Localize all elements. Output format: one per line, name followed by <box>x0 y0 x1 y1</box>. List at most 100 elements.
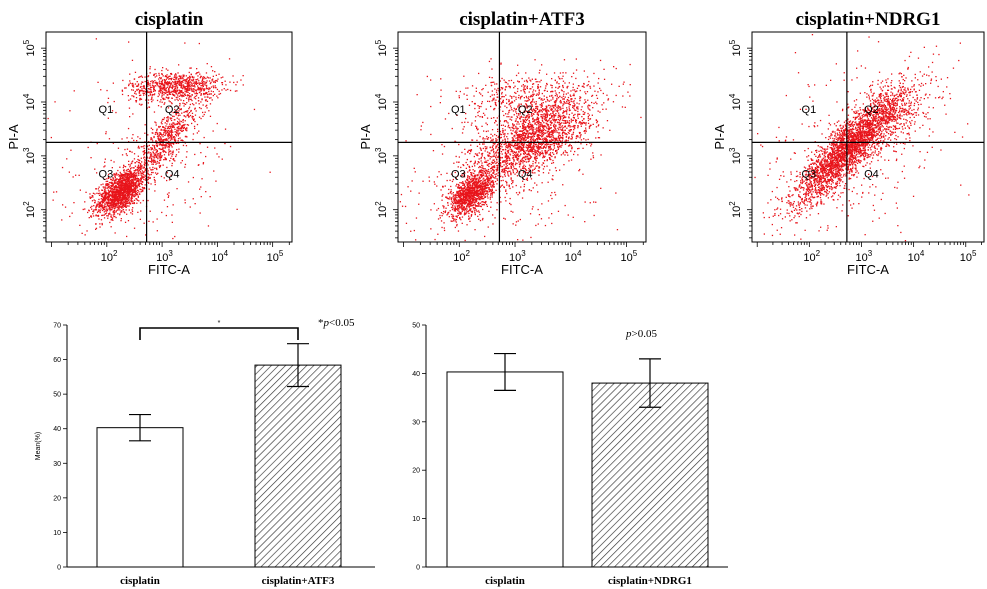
event-dot <box>170 82 173 84</box>
event-dot <box>119 176 121 178</box>
event-dot <box>464 180 467 182</box>
event-dot <box>173 123 175 125</box>
event-dot <box>113 173 115 175</box>
event-dot <box>110 202 112 204</box>
event-dot <box>510 129 512 131</box>
event-dot <box>154 181 156 183</box>
event-dot <box>187 91 189 93</box>
event-dot <box>519 135 521 137</box>
event-dot <box>111 194 114 196</box>
event-dot <box>116 174 118 176</box>
event-dot <box>483 194 485 196</box>
event-dot <box>479 199 481 201</box>
event-dot <box>172 158 174 160</box>
event-dot <box>126 185 128 187</box>
event-dot <box>450 185 452 188</box>
event-dot <box>113 174 115 176</box>
event-dot <box>172 150 174 152</box>
event-dot <box>460 203 462 205</box>
event-dot <box>164 157 166 159</box>
event-dot <box>171 123 173 125</box>
event-dot <box>180 80 182 83</box>
event-dot <box>599 87 601 90</box>
event-dot <box>551 178 553 180</box>
event-dot <box>555 170 557 172</box>
event-dot <box>182 102 184 104</box>
event-dot <box>138 193 141 195</box>
event-dot <box>484 158 486 160</box>
event-dot <box>197 87 199 89</box>
event-dot <box>568 117 570 119</box>
event-dot <box>587 105 589 107</box>
event-dot <box>200 186 202 188</box>
event-dot <box>112 196 114 199</box>
event-dot <box>566 107 568 109</box>
event-dot <box>153 161 155 164</box>
event-dot <box>135 188 137 190</box>
y-tick-exponent: 3 <box>22 147 31 152</box>
event-dot <box>445 207 447 209</box>
event-dot <box>174 81 176 83</box>
event-dot <box>193 125 196 128</box>
event-dot <box>173 86 175 88</box>
event-dot <box>163 79 165 81</box>
event-dot <box>204 81 206 83</box>
event-dot <box>144 171 146 173</box>
event-dot <box>170 91 173 93</box>
event-dot <box>181 160 183 162</box>
event-dot <box>502 128 504 130</box>
event-dot <box>148 95 150 97</box>
event-dot <box>514 164 517 166</box>
event-dot <box>128 173 130 175</box>
event-dot <box>535 165 537 167</box>
event-dot <box>468 182 470 184</box>
event-dot <box>450 198 453 201</box>
event-dot <box>174 82 177 84</box>
event-dot <box>480 205 482 208</box>
event-dot <box>573 126 575 128</box>
event-dot <box>105 208 107 210</box>
event-dot <box>113 188 115 190</box>
event-dot <box>116 186 118 188</box>
event-dot <box>482 137 484 139</box>
event-dot <box>459 211 461 213</box>
event-dot <box>469 183 471 185</box>
event-dot <box>187 82 190 84</box>
event-dot <box>451 217 454 219</box>
event-dot <box>487 168 490 171</box>
event-dot <box>465 193 467 195</box>
event-dot <box>156 83 158 85</box>
event-dot <box>477 185 479 188</box>
event-dot <box>175 142 177 144</box>
event-dot <box>480 166 482 168</box>
event-dot <box>153 179 156 181</box>
event-dot <box>553 72 556 74</box>
event-dot <box>190 109 192 112</box>
event-dot <box>183 100 185 102</box>
event-dot <box>180 86 182 89</box>
event-dot <box>134 92 136 94</box>
event-dot <box>189 95 191 97</box>
event-dot <box>550 136 552 138</box>
event-dot <box>112 178 114 180</box>
event-dot <box>139 178 142 180</box>
event-dot <box>124 204 126 206</box>
event-dot <box>131 185 133 187</box>
event-dot <box>181 95 183 98</box>
event-dot <box>194 153 196 156</box>
event-dot <box>178 84 181 86</box>
event-dot <box>528 164 531 166</box>
event-dot <box>198 71 200 73</box>
event-dot <box>131 151 133 153</box>
event-dot <box>509 187 511 190</box>
event-dot <box>169 86 171 88</box>
event-dot <box>536 129 538 131</box>
event-dot <box>469 200 471 202</box>
event-dot <box>464 198 466 201</box>
event-dot <box>476 174 478 176</box>
event-dot <box>489 189 491 191</box>
event-dot <box>163 199 166 201</box>
event-dot <box>159 143 162 145</box>
event-dot <box>487 197 489 199</box>
event-dot <box>161 123 163 125</box>
